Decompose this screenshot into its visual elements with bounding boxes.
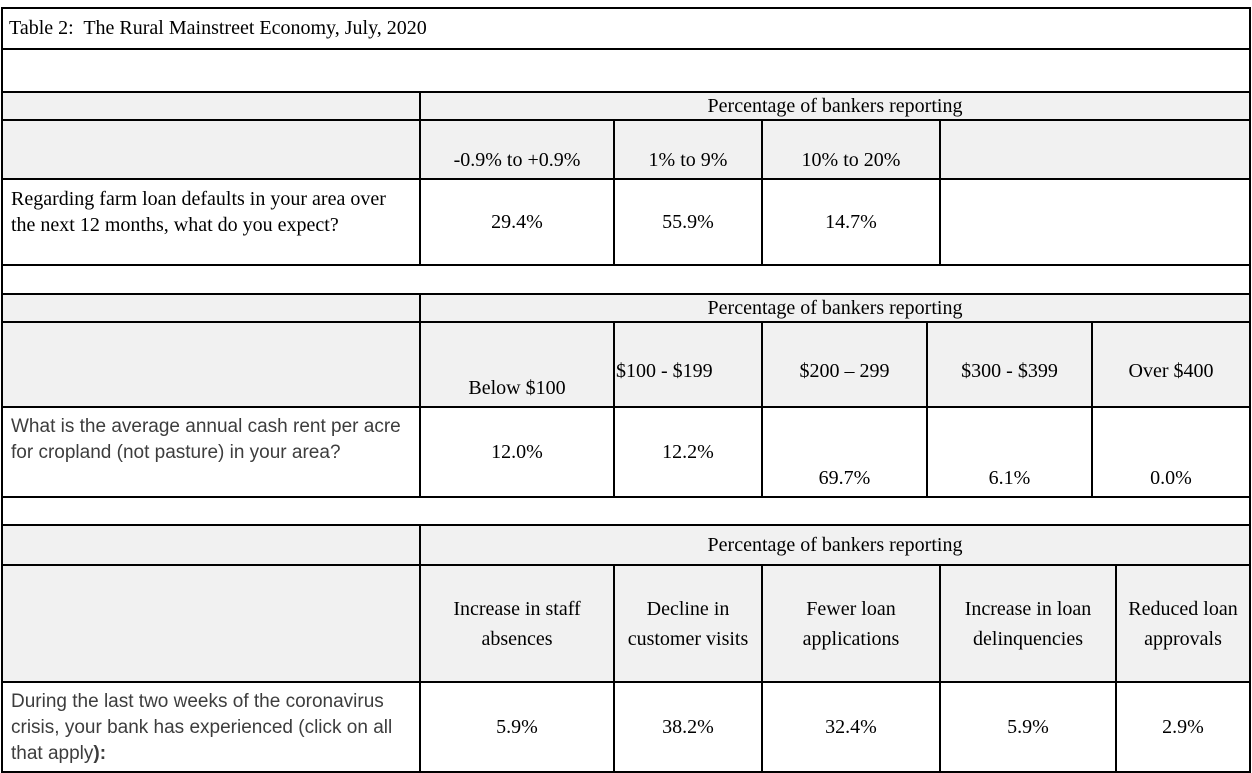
t3-question-suffix: ):: [93, 743, 107, 765]
t3-header-stub: [3, 566, 419, 681]
t1-column-header-row: -0.9% to +0.9% 1% to 9% 10% to 20%: [3, 119, 1249, 178]
t2-banner: Percentage of bankers reporting: [419, 295, 1249, 321]
t2-data-row: What is the average annual cash rent per…: [3, 406, 1249, 496]
t3-col-header-1: Decline in customer visits: [613, 566, 761, 681]
t1-col-header-0: -0.9% to +0.9%: [419, 121, 613, 178]
t2-value-0: 12.0%: [419, 408, 613, 496]
t2-question-cell: What is the average annual cash rent per…: [11, 416, 401, 464]
t1-value-3: [939, 180, 1249, 264]
t3-col-header-4: Reduced loan approvals: [1115, 566, 1249, 681]
gap-cell-1: [3, 266, 1249, 293]
t1-value-1: 55.9%: [613, 180, 761, 264]
empty-cell: [3, 50, 1249, 91]
t2-col-header-1: $100 - $199: [613, 323, 761, 406]
page-title: Table 2: The Rural Mainstreet Economy, J…: [9, 17, 427, 39]
gap-row-2: [3, 496, 1249, 524]
t3-question-text: During the last two weeks of the coronav…: [11, 691, 393, 765]
t2-col-header-0: Below $100: [419, 323, 613, 406]
t1-col-header-1: 1% to 9%: [613, 121, 761, 178]
gap-row-1: [3, 264, 1249, 293]
t2-value-3: 6.1%: [926, 408, 1091, 496]
t2-header-stub: [3, 323, 419, 406]
title-row: Table 2: The Rural Mainstreet Economy, J…: [3, 9, 1249, 48]
t3-data-row: During the last two weeks of the coronav…: [3, 681, 1249, 771]
t3-col-header-3: Increase in loan delinquencies: [939, 566, 1115, 681]
survey-table: Table 2: The Rural Mainstreet Economy, J…: [1, 7, 1251, 773]
t2-col-header-3: $300 - $399: [926, 323, 1091, 406]
t3-banner-stub: [3, 526, 419, 564]
t3-col-header-2: Fewer loan applications: [761, 566, 939, 681]
t3-value-4: 2.9%: [1115, 683, 1249, 771]
t3-banner-row: Percentage of bankers reporting: [3, 524, 1249, 564]
t1-col-header-2: 10% to 20%: [761, 121, 939, 178]
t2-column-header-row: Below $100 $100 - $199 $200 – 299 $300 -…: [3, 321, 1249, 406]
t3-value-2: 32.4%: [761, 683, 939, 771]
t1-header-stub: [3, 121, 419, 178]
t1-banner-stub: [3, 93, 419, 119]
t2-value-1: 12.2%: [613, 408, 761, 496]
t3-column-header-row: Increase in staff absences Decline in cu…: [3, 564, 1249, 681]
t2-col-header-4: Over $400: [1091, 323, 1249, 406]
t3-value-0: 5.9%: [419, 683, 613, 771]
t1-value-0: 29.4%: [419, 180, 613, 264]
t3-value-1: 38.2%: [613, 683, 761, 771]
t2-col-header-2: $200 – 299: [761, 323, 926, 406]
t3-value-3: 5.9%: [939, 683, 1115, 771]
t1-banner: Percentage of bankers reporting: [419, 93, 1249, 119]
t2-value-4: 0.0%: [1091, 408, 1249, 496]
t1-col-header-3: [939, 121, 1249, 178]
gap-cell-2: [3, 498, 1249, 524]
t1-banner-row: Percentage of bankers reporting: [3, 91, 1249, 119]
t1-value-2: 14.7%: [761, 180, 939, 264]
t3-banner: Percentage of bankers reporting: [419, 526, 1249, 564]
t3-col-header-0: Increase in staff absences: [419, 566, 613, 681]
t2-banner-row: Percentage of bankers reporting: [3, 293, 1249, 321]
t3-question-cell: During the last two weeks of the coronav…: [3, 683, 419, 771]
t2-value-2: 69.7%: [761, 408, 926, 496]
t2-banner-stub: [3, 295, 419, 321]
t1-question-cell: Regarding farm loan defaults in your are…: [11, 188, 386, 237]
t1-data-row: Regarding farm loan defaults in your are…: [3, 178, 1249, 264]
empty-row: [3, 48, 1249, 91]
